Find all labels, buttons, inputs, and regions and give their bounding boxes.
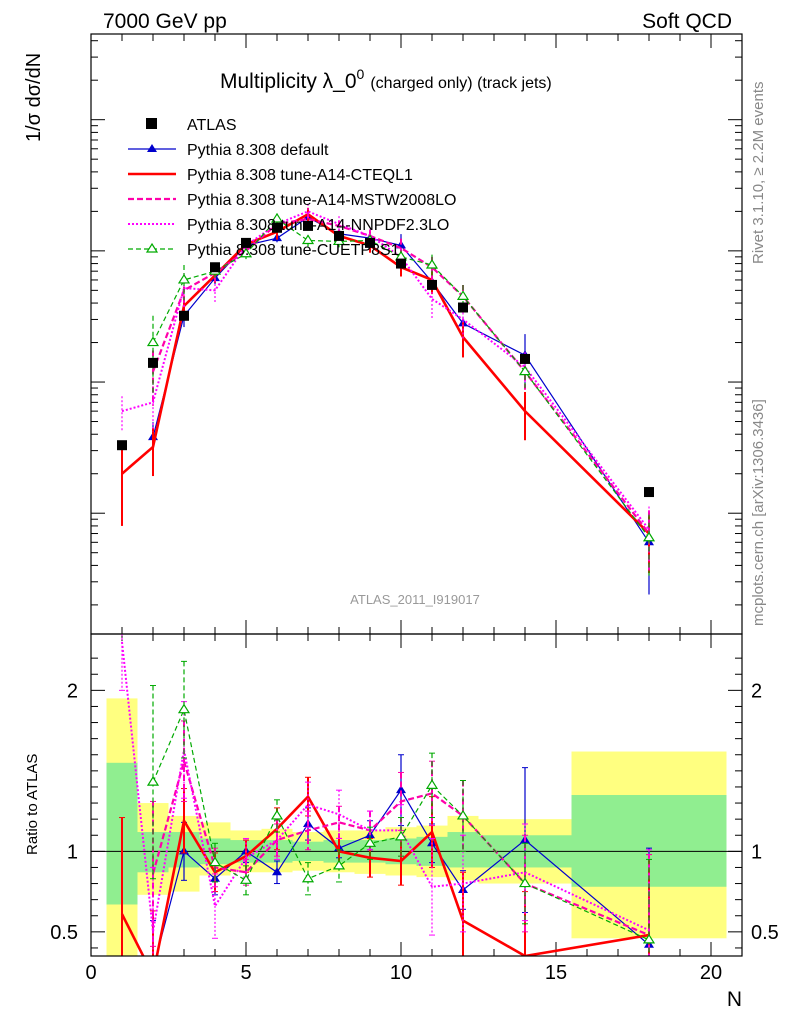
analysis-watermark: ATLAS_2011_I919017: [350, 592, 480, 607]
main-series-marker: [518, 365, 532, 376]
x-axis-label: N: [727, 988, 742, 1011]
ratio-series-marker: [208, 856, 222, 867]
main-y-tick-exponent: −3: [42, 498, 58, 514]
ratio-series-marker: [272, 867, 282, 876]
ratio-series-marker: [425, 779, 439, 789]
ratio-series-line: [120, 794, 650, 956]
main-series-marker: [270, 212, 284, 223]
ratio-y-tick-label-right: 1: [751, 841, 762, 863]
main-series-marker: [425, 258, 439, 269]
atlas-data-point: [644, 487, 654, 498]
x-tick-label: 0: [85, 962, 96, 984]
main-y-tick-exponent: −2: [42, 367, 58, 383]
ratio-series-marker: [270, 809, 284, 820]
header-energy-label: 7000 GeV pp: [103, 10, 227, 33]
legend-label: Pythia 8.308 tune-A14-CTEQL1: [187, 167, 413, 184]
atlas-data-point: [241, 237, 251, 248]
atlas-data-point: [334, 230, 344, 241]
ratio-series-marker: [396, 785, 406, 794]
legend-label: Pythia 8.308 tune-A14-NNPDF2.3LO: [187, 217, 449, 234]
main-plot-content: 110−110−210−3: [20, 34, 742, 634]
ratio-series-marker: [239, 874, 253, 884]
ratio-series-marker: [177, 703, 191, 714]
main-y-tick-label: 10−3: [20, 498, 58, 525]
mcplots-reference-label: mcplots.cern.ch [arXiv:1306.3436]: [750, 399, 767, 626]
atlas-data-point: [396, 258, 406, 269]
legend: ATLAS Pythia 8.308 default Pythia 8.308 tu…: [128, 117, 456, 259]
main-y-tick-label: 10−1: [20, 236, 58, 263]
ratio-plot-frame: [90, 633, 743, 957]
atlas-data-point: [148, 357, 158, 368]
ratio-y-tick-label: 0.5: [50, 922, 78, 944]
main-series-marker: [301, 234, 315, 245]
main-series-line: [121, 210, 650, 531]
ratio-series-marker: [642, 933, 656, 944]
ratio-y-tick-label: 1: [67, 841, 78, 863]
main-y-axis-label: 1/σ dσ/dN: [23, 53, 45, 142]
x-tick-label: 20: [700, 962, 722, 984]
atlas-data-point: [272, 222, 282, 233]
main-y-tick-label: 1: [67, 110, 78, 132]
x-tick-label: 5: [240, 962, 251, 984]
main-series-marker: [456, 290, 470, 300]
main-series-line: [121, 212, 650, 535]
legend-marker: [147, 144, 157, 152]
ratio-series-marker: [146, 775, 160, 786]
main-y-tick-base: 10: [20, 503, 42, 525]
legend-label: Pythia 8.308 default: [187, 142, 329, 159]
x-tick-label: 15: [545, 962, 567, 984]
legend-label: Pythia 8.308 tune-CUETP8S1: [187, 242, 400, 259]
main-y-tick-base: 10: [20, 241, 42, 263]
ratio-plot-content: 0.5 0.51 12 20 5 10 15 20: [50, 634, 779, 984]
atlas-data-point: [365, 237, 375, 248]
ratio-series-marker: [301, 872, 315, 883]
legend-label: Pythia 8.308 tune-A14-MSTW2008LO: [187, 192, 456, 209]
plot-title-superscript: 0: [357, 66, 365, 82]
ratio-y-axis-label: Ratio to ATLAS: [24, 754, 41, 855]
atlas-data-point: [520, 353, 530, 364]
main-y-tick-exponent: −1: [42, 236, 58, 252]
ratio-series-marker: [456, 809, 470, 820]
ratio-series-marker: [363, 837, 377, 847]
ratio-series-group: [119, 634, 656, 972]
main-y-tick-label: 10−2: [20, 367, 58, 394]
plot-title-suffix: (charged only) (track jets): [370, 75, 551, 92]
x-tick-label: 10: [390, 962, 412, 984]
ratio-y-tick-label-right: 2: [751, 680, 762, 702]
ratio-series-marker: [332, 859, 346, 870]
main-series-marker: [239, 247, 253, 258]
ratio-series-line: [121, 641, 650, 933]
main-series-marker: [146, 336, 160, 347]
legend-marker-atlas: [146, 118, 157, 129]
main-y-tick-base: 10: [20, 372, 42, 394]
ratio-y-tick-label-right: 0.5: [751, 922, 779, 944]
plot-title-main: Multiplicity λ_0: [220, 70, 357, 93]
ratio-series-marker: [518, 877, 532, 888]
ratio-series-marker: [394, 830, 408, 841]
header-category-label: Soft QCD: [642, 10, 732, 33]
legend-marker: [145, 242, 159, 253]
ratio-series-marker: [148, 964, 158, 972]
atlas-data-point: [458, 302, 468, 313]
ratio-y-tick-label: 2: [67, 680, 78, 702]
atlas-data-point: [179, 310, 189, 321]
atlas-data-point: [117, 440, 127, 451]
legend-label: ATLAS: [187, 117, 237, 134]
rivet-version-label: Rivet 3.1.10, ≥ 2.2M events: [750, 82, 767, 265]
main-series-marker: [177, 273, 191, 284]
atlas-data-point: [303, 220, 313, 231]
atlas-data-point: [427, 279, 437, 290]
plot-title: Multiplicity λ_00 (charged only) (track j…: [220, 66, 552, 93]
atlas-data-point: [210, 262, 220, 273]
main-series-marker: [642, 531, 656, 542]
